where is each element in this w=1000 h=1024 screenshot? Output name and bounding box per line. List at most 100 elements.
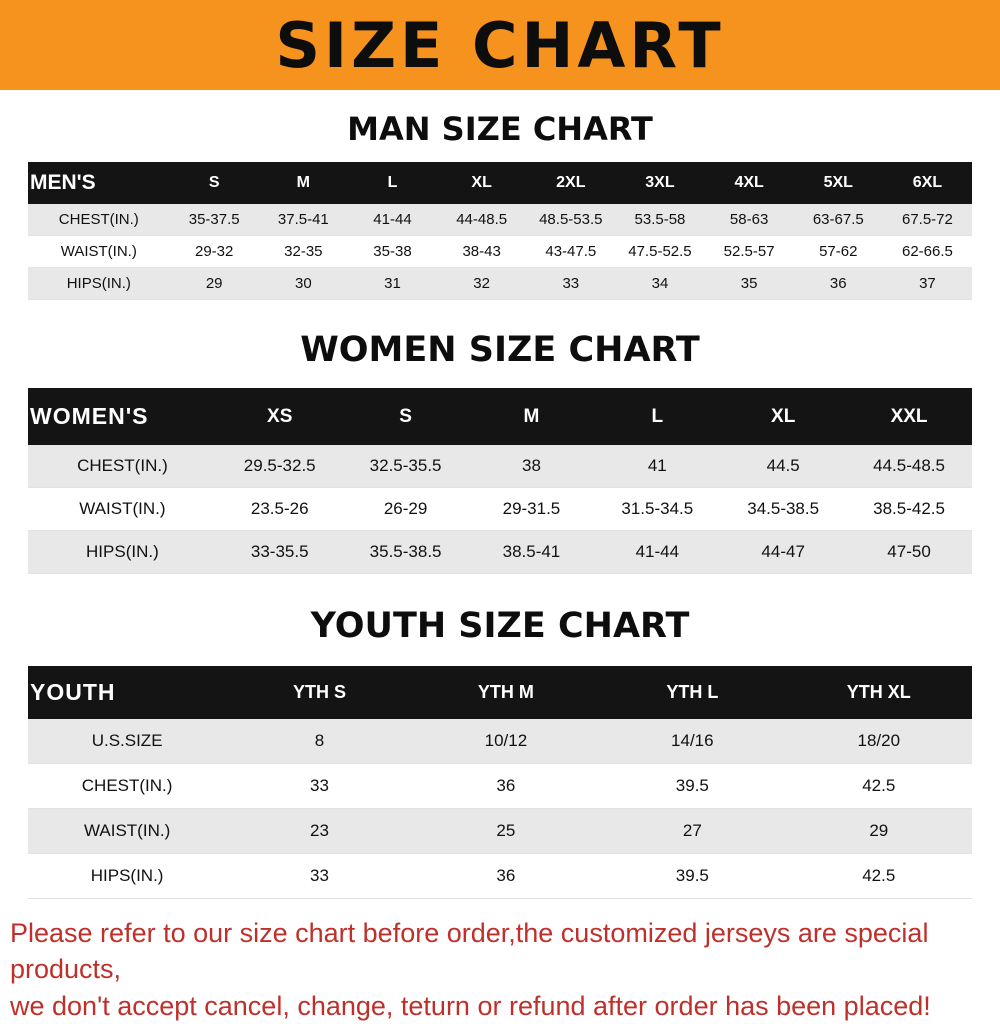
value-cell: 42.5	[862, 866, 896, 885]
size-header-cell: XS	[216, 388, 343, 445]
value-cell: 36	[496, 776, 516, 795]
banner: SIZE CHART	[0, 0, 1000, 90]
row-label-cell: HIPS(IN.)	[90, 866, 164, 885]
value-cell: 33	[309, 776, 329, 795]
table-row: CHEST(IN.) 29.5-32.5 32.5-35.5 38 41 44.5 44.5…	[28, 445, 972, 488]
table-row: WAIST(IN.) 29-32 32-35 35-38 38-43 43-47.5 47.…	[28, 235, 972, 268]
value-cell: 32	[473, 275, 490, 292]
womens-size-table: WOMEN'S XS S M L XL XXL CHEST(IN.) 29.5-32.5 32.5…	[28, 388, 972, 574]
value-cell: 31.5-34.5	[621, 499, 694, 518]
value-cell: 29-32	[194, 243, 234, 260]
value-cell: 62-66.5	[901, 243, 953, 260]
notice-line-2: we don't accept cancel, change, teturn o…	[10, 990, 931, 1021]
size-header-cell: M	[258, 162, 348, 204]
size-header-cell: 5XL	[793, 162, 883, 204]
size-header-cell: YTH XL	[785, 666, 972, 719]
table-title-cell: WOMEN'S	[28, 388, 217, 445]
size-header-cell: XL	[437, 162, 527, 204]
value-cell: 14/16	[671, 731, 714, 750]
value-cell: 23	[309, 821, 329, 840]
header-row: WOMEN'S XS S M L XL XXL	[28, 388, 972, 445]
table-row: WAIST(IN.) 23 25 27 29	[28, 808, 972, 854]
value-cell: 67.5-72	[901, 211, 953, 228]
size-header-cell: YTH S	[226, 666, 413, 719]
value-cell: 31	[384, 275, 401, 292]
value-cell: 36	[496, 866, 516, 885]
value-cell: 35.5-38.5	[369, 542, 442, 561]
value-cell: 43-47.5	[545, 243, 597, 260]
value-cell: 39.5	[675, 776, 709, 795]
size-header-cell: L	[594, 388, 721, 445]
value-cell: 29.5-32.5	[243, 456, 316, 475]
value-cell: 57-62	[819, 243, 858, 260]
youth-size-table: YOUTH YTH S YTH M YTH L YTH XL U.S.SIZE 8 10/12…	[28, 666, 972, 899]
value-cell: 47.5-52.5	[628, 243, 692, 260]
value-cell: 58-63	[729, 211, 769, 228]
size-header-cell: 4XL	[704, 162, 794, 204]
value-cell: 18/20	[857, 731, 901, 750]
value-cell: 38	[521, 456, 541, 475]
row-label-cell: WAIST(IN.)	[79, 499, 166, 518]
table-title-cell: YOUTH	[28, 666, 227, 719]
value-cell: 25	[496, 821, 516, 840]
value-cell: 41-44	[635, 542, 680, 561]
value-cell: 53.5-58	[634, 211, 686, 228]
size-header-cell: 2XL	[526, 162, 616, 204]
value-cell: 35-38	[373, 243, 412, 260]
value-cell: 37	[919, 275, 936, 292]
value-cell: 34.5-38.5	[747, 499, 820, 518]
table-row: U.S.SIZE 8 10/12 14/16 18/20	[28, 719, 972, 764]
value-cell: 44-47	[761, 542, 805, 561]
row-label-cell: WAIST(IN.)	[60, 243, 137, 260]
page-title: SIZE CHART	[275, 8, 725, 82]
value-cell: 10/12	[484, 731, 528, 750]
value-cell: 34	[651, 275, 669, 292]
value-cell: 41-44	[373, 211, 412, 228]
size-header-cell: S	[342, 388, 469, 445]
women-section: WOMEN SIZE CHART WOMEN'S XS S M L XL XXL CHEST(…	[0, 330, 1000, 574]
men-section: MAN SIZE CHART MEN'S S M L XL 2XL 3XL 4XL 5XL 6XL…	[0, 110, 1000, 300]
value-cell: 26-29	[383, 499, 428, 518]
value-cell: 52.5-57	[723, 243, 775, 260]
row-label-cell: CHEST(IN.)	[58, 211, 139, 228]
footer-notice: Please refer to our size chart before or…	[10, 915, 990, 1024]
women-size-table-wrap: WOMEN'S XS S M L XL XXL CHEST(IN.) 29.5-32.5 32.5…	[0, 388, 1000, 574]
row-label-cell: CHEST(IN.)	[77, 456, 168, 475]
size-header-cell: 6XL	[882, 162, 972, 204]
value-cell: 38.5-42.5	[873, 499, 945, 518]
value-cell: 38-43	[462, 243, 501, 260]
size-header-cell: 3XL	[615, 162, 705, 204]
value-cell: 36	[829, 275, 847, 292]
size-header-cell: YTH M	[412, 666, 600, 719]
value-cell: 35	[740, 275, 758, 292]
value-cell: 42.5	[862, 776, 896, 795]
notice-line-1: Please refer to our size chart before or…	[10, 918, 929, 985]
value-cell: 23.5-26	[250, 499, 309, 518]
table-row: WAIST(IN.) 23.5-26 26-29 29-31.5 31.5-34.5 34…	[28, 487, 972, 531]
value-cell: 33	[562, 275, 580, 292]
header-row: MEN'S S M L XL 2XL 3XL 4XL 5XL 6XL	[28, 162, 972, 204]
value-cell: 63-67.5	[812, 211, 864, 228]
table-row: CHEST(IN.) 33 36 39.5 42.5	[28, 763, 972, 809]
size-header-cell: M	[468, 388, 595, 445]
value-cell: 47-50	[887, 542, 931, 561]
value-cell: 44-48.5	[456, 211, 508, 228]
row-label-cell: CHEST(IN.)	[81, 776, 173, 795]
table-row: HIPS(IN.) 33-35.5 35.5-38.5 38.5-41 41-44 44-…	[28, 530, 972, 574]
value-cell: 44.5	[766, 456, 800, 475]
value-cell: 41	[647, 456, 667, 475]
value-cell: 27	[682, 821, 702, 840]
value-cell: 29-31.5	[502, 499, 561, 518]
row-label-cell: U.S.SIZE	[91, 731, 163, 750]
row-label-cell: HIPS(IN.)	[66, 275, 131, 292]
value-cell: 29	[205, 275, 223, 292]
value-cell: 38.5-41	[502, 542, 561, 561]
table-row: HIPS(IN.) 29 30 31 32 33 34 35 36 37	[28, 267, 972, 300]
women-section-title: WOMEN SIZE CHART	[300, 330, 700, 370]
value-cell: 8	[314, 731, 325, 750]
row-label-cell: WAIST(IN.)	[83, 821, 171, 840]
value-cell: 39.5	[675, 866, 709, 885]
value-cell: 48.5-53.5	[539, 211, 603, 228]
size-header-cell: YTH L	[599, 666, 786, 719]
